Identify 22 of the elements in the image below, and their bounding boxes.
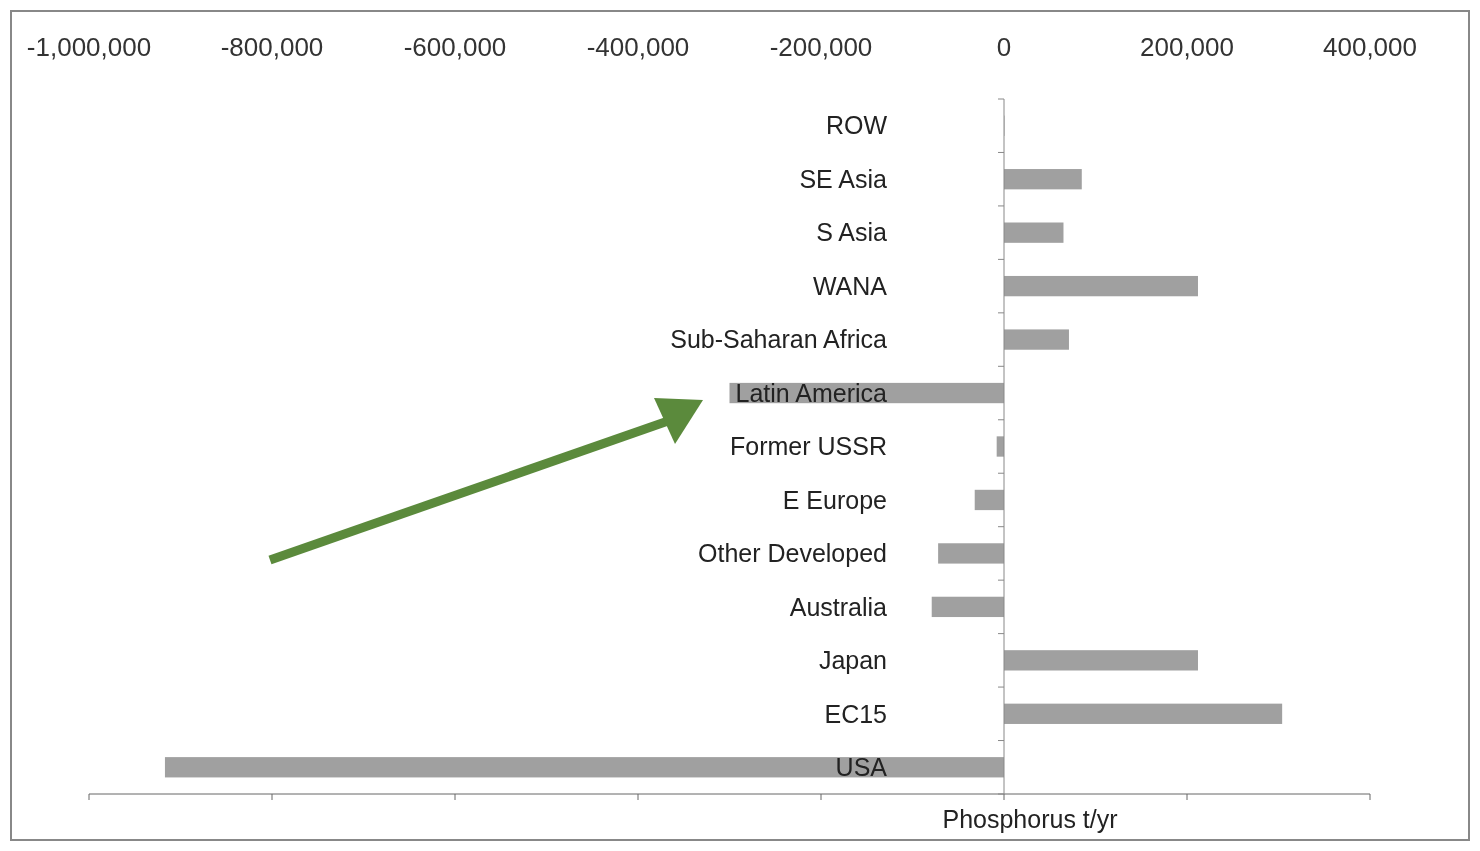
y-tick-label: ROW <box>825 111 888 140</box>
y-tick-label: E Europe <box>782 485 887 514</box>
x-tick-label: -600,000 <box>403 32 507 62</box>
x-tick-label: 400,000 <box>1323 32 1417 62</box>
x-tick-label: 0 <box>996 32 1012 62</box>
y-tick-label: EC15 <box>824 699 887 728</box>
y-tick-label: Former USSR <box>730 432 887 461</box>
x-tick-label: -1,000,000 <box>26 32 152 62</box>
x-tick-label: -400,000 <box>586 32 690 62</box>
y-tick-label: Latin America <box>735 378 888 407</box>
x-tick-label: -800,000 <box>220 32 324 62</box>
x-axis-title: Phosphorus t/yr <box>942 805 1118 833</box>
y-tick-label: S Asia <box>816 218 888 247</box>
y-tick-label: USA <box>835 753 888 782</box>
y-tick-label: SE Asia <box>799 164 888 193</box>
x-tick-label: 200,000 <box>1140 32 1234 62</box>
y-tick-label: Japan <box>818 646 887 675</box>
y-tick-label: Sub-Saharan Africa <box>670 325 888 354</box>
y-tick-label: Australia <box>789 592 888 621</box>
x-tick-label: -200,000 <box>769 32 873 62</box>
y-tick-label: WANA <box>812 271 888 300</box>
y-tick-label: Other Developed <box>697 539 887 568</box>
